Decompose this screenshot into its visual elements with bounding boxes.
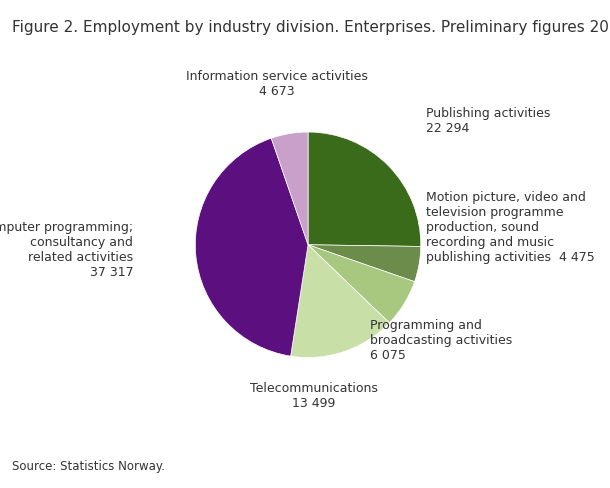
Text: Figure 2. Employment by industry division. Enterprises. Preliminary figures 2012: Figure 2. Employment by industry divisio… [12, 20, 610, 35]
Text: Information service activities
4 673: Information service activities 4 673 [185, 70, 367, 98]
Text: Computer programming;
consultancy and
related activities
37 317: Computer programming; consultancy and re… [0, 222, 134, 280]
Wedge shape [271, 132, 308, 245]
Wedge shape [308, 245, 421, 282]
Wedge shape [308, 245, 415, 323]
Text: Publishing activities
22 294: Publishing activities 22 294 [426, 107, 551, 135]
Text: Programming and
broadcasting activities
6 075: Programming and broadcasting activities … [370, 319, 512, 362]
Wedge shape [308, 132, 421, 246]
Text: Source: Statistics Norway.: Source: Statistics Norway. [12, 460, 165, 473]
Wedge shape [291, 245, 389, 358]
Wedge shape [195, 138, 308, 356]
Text: Telecommunications
13 499: Telecommunications 13 499 [249, 382, 378, 410]
Text: Motion picture, video and
television programme
production, sound
recording and m: Motion picture, video and television pro… [426, 191, 595, 264]
